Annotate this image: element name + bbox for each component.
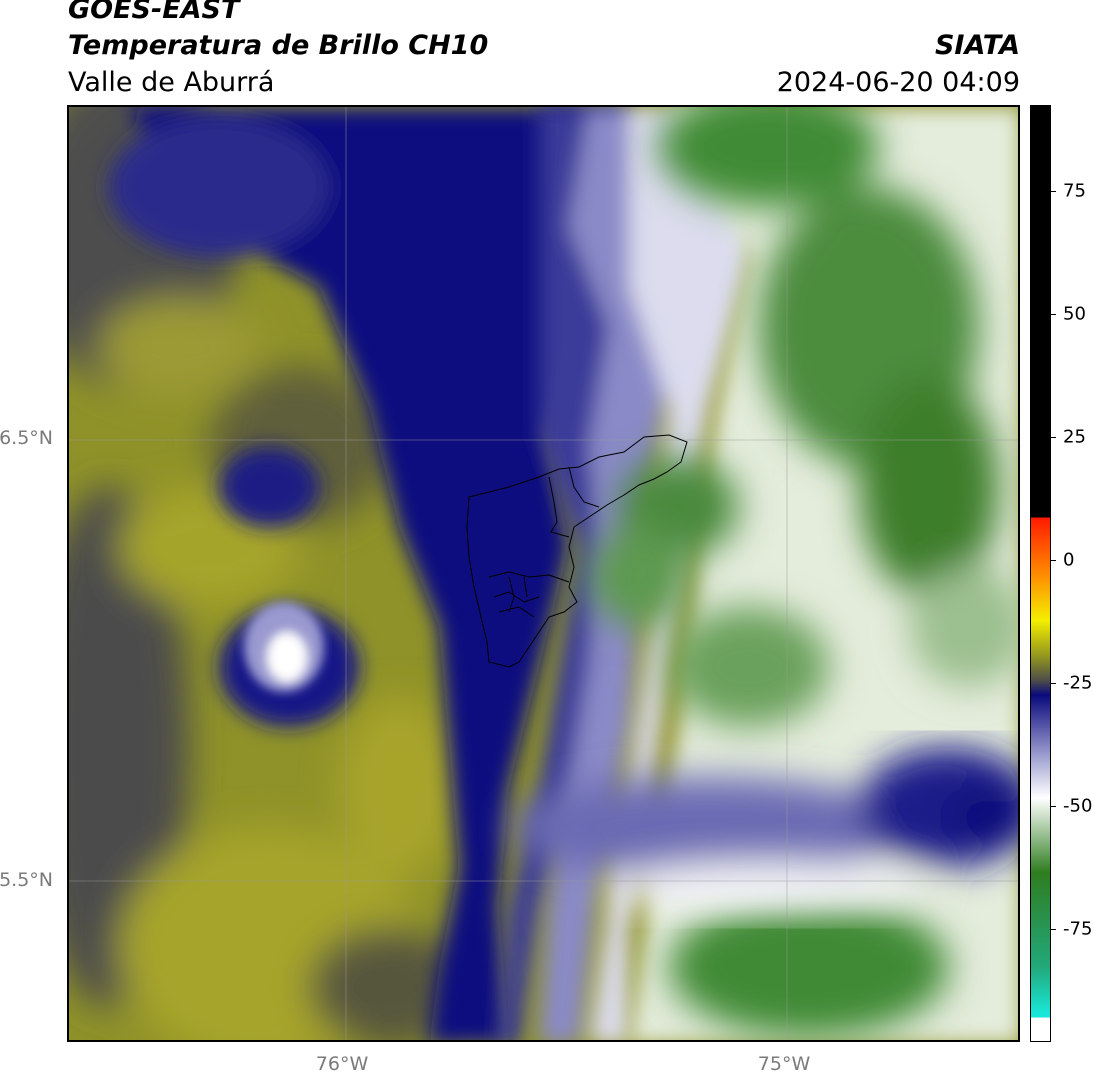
colorbar-tick bbox=[1050, 560, 1056, 561]
terrain-west bbox=[69, 107, 469, 1040]
colorbar-tick bbox=[1050, 683, 1056, 684]
colorbar-tick bbox=[1050, 437, 1056, 438]
colorbar-tick bbox=[1050, 191, 1056, 192]
latitude-label-6-5n: 6.5°N bbox=[0, 427, 53, 449]
green-patches bbox=[589, 107, 1018, 1037]
region-label: Valle de Aburrá bbox=[68, 67, 275, 98]
gridlines bbox=[69, 107, 1018, 1040]
timestamp-label: 2024-06-20 04:09 bbox=[776, 67, 1020, 98]
cloud-core-west bbox=[244, 602, 324, 692]
colorbar-tick bbox=[1050, 314, 1056, 315]
colorbar-label-75: 75 bbox=[1063, 180, 1086, 202]
colorbar-label-minus-25: -25 bbox=[1063, 672, 1093, 694]
satellite-map[interactable] bbox=[67, 105, 1020, 1042]
valle-aburra-boundaries bbox=[466, 434, 688, 668]
brightness-temperature-field bbox=[69, 107, 1018, 1040]
organization-label: SIATA bbox=[934, 30, 1020, 61]
colorbar-label-25: 25 bbox=[1063, 426, 1086, 448]
satellite-title: GOES-EAST bbox=[68, 0, 240, 25]
colorbar-tick bbox=[1050, 929, 1056, 930]
colorbar-label-50: 50 bbox=[1063, 303, 1086, 325]
longitude-label-75w: 75°W bbox=[757, 1053, 811, 1075]
cold-cloud-southeast bbox=[509, 747, 1018, 912]
longitude-label-76w: 76°W bbox=[315, 1053, 369, 1075]
latitude-label-5-5n: 5.5°N bbox=[0, 869, 53, 891]
colorbar-label-minus-75: -75 bbox=[1063, 918, 1093, 940]
colorbar-tick bbox=[1050, 806, 1056, 807]
product-title: Temperatura de Brillo CH10 bbox=[68, 30, 489, 61]
colorbar-label-minus-50: -50 bbox=[1063, 795, 1093, 817]
temperature-colorbar bbox=[1030, 105, 1051, 1042]
colorbar-label-0: 0 bbox=[1063, 549, 1075, 571]
